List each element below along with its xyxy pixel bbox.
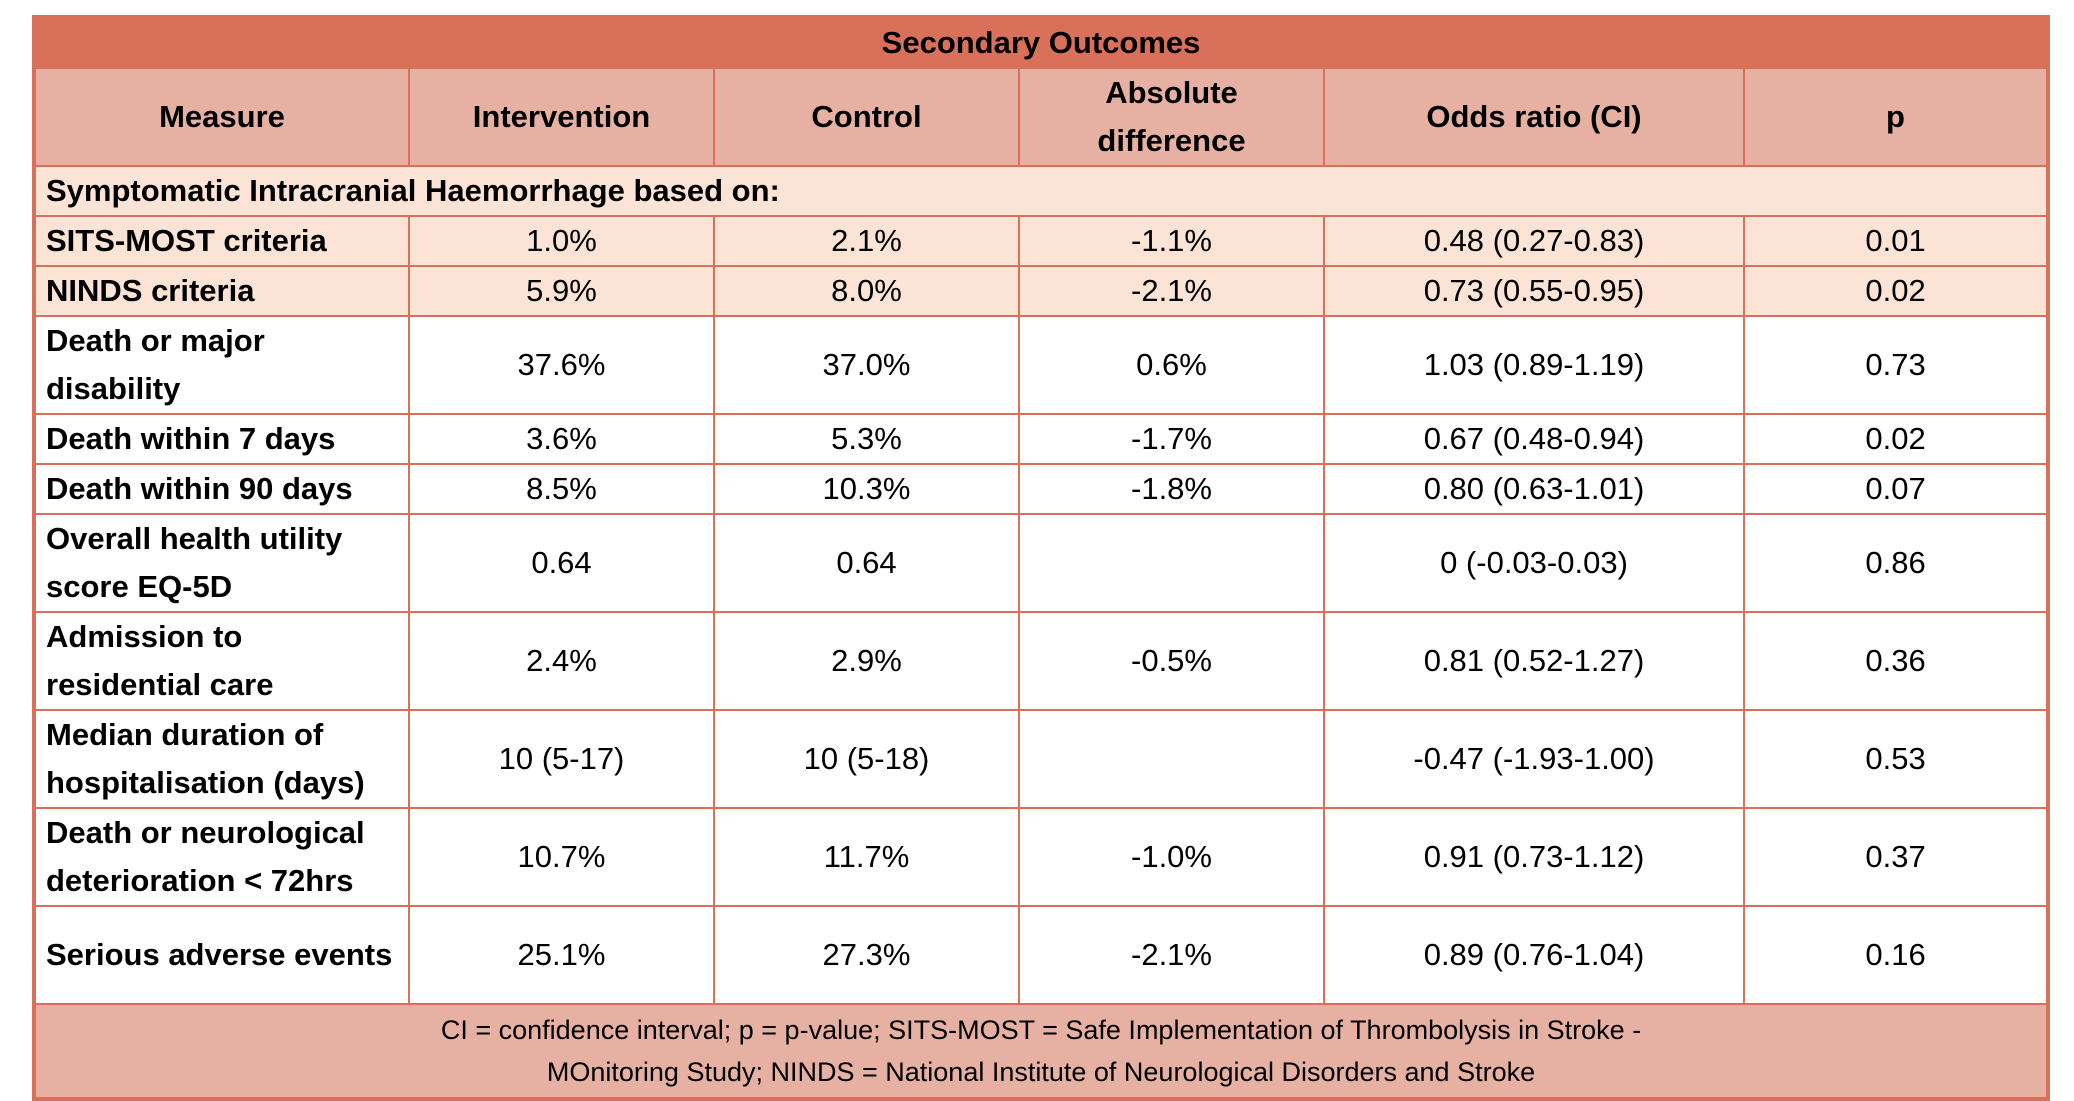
row-measure: Death within 90 days	[33, 463, 410, 515]
table-row: Death within 7 days 3.6% 5.3% -1.7% 0.67…	[33, 413, 2050, 465]
row-absolute-difference: 0.6%	[1018, 315, 1325, 415]
row-absolute-difference: -1.0%	[1018, 807, 1325, 907]
row-p: 0.36	[1742, 611, 2050, 711]
row-absolute-difference: -1.1%	[1018, 215, 1325, 267]
table-row: Death or major disability 37.6% 37.0% 0.…	[33, 315, 2050, 415]
row-p: 0.07	[1742, 463, 2050, 515]
row-absolute-difference	[1018, 513, 1325, 613]
footnote: CI = confidence interval; p = p-value; S…	[32, 1003, 2050, 1100]
row-measure: Overall health utility score EQ-5D	[33, 513, 410, 613]
row-p: 0.02	[1742, 265, 2050, 317]
row-control: 27.3%	[713, 905, 1020, 1005]
row-odds-ratio: 0 (-0.03-0.03)	[1323, 513, 1745, 613]
header-control: Control	[713, 67, 1020, 167]
header-row: Measure Intervention Control Absolute di…	[33, 67, 2050, 167]
row-intervention: 0.64	[408, 513, 715, 613]
row-odds-ratio: 0.81 (0.52-1.27)	[1323, 611, 1745, 711]
row-measure: Median duration of hospitalisation (days…	[33, 709, 410, 809]
table-row: Admission to residential care 2.4% 2.9% …	[33, 611, 2050, 711]
row-intervention: 25.1%	[408, 905, 715, 1005]
row-measure: Death or major disability	[33, 315, 410, 415]
row-absolute-difference	[1018, 709, 1325, 809]
table-title: Secondary Outcomes	[32, 16, 2050, 69]
row-measure: Death within 7 days	[33, 413, 410, 465]
row-odds-ratio: 0.89 (0.76-1.04)	[1323, 905, 1745, 1005]
row-odds-ratio: 0.80 (0.63-1.01)	[1323, 463, 1745, 515]
footnote-line-2: MOnitoring Study; NINDS = National Insti…	[546, 1057, 1536, 1087]
row-control: 8.0%	[713, 265, 1020, 317]
row-absolute-difference: -2.1%	[1018, 265, 1325, 317]
row-odds-ratio: 0.48 (0.27-0.83)	[1323, 215, 1745, 267]
row-intervention: 1.0%	[408, 215, 715, 267]
row-intervention: 5.9%	[408, 265, 715, 317]
row-p: 0.16	[1742, 905, 2050, 1005]
header-intervention: Intervention	[408, 67, 715, 167]
row-measure: SITS-MOST criteria	[33, 215, 410, 267]
section-label: Symptomatic Intracranial Haemorrhage bas…	[32, 165, 2050, 217]
table-row: Death or neurological deterioration < 72…	[33, 807, 2050, 907]
row-intervention: 3.6%	[408, 413, 715, 465]
row-intervention: 8.5%	[408, 463, 715, 515]
row-control: 2.1%	[713, 215, 1020, 267]
row-intervention: 10 (5-17)	[408, 709, 715, 809]
footnote-row: CI = confidence interval; p = p-value; S…	[32, 1003, 2050, 1100]
secondary-outcomes-table: Secondary Outcomes Measure Intervention …	[32, 15, 2051, 1101]
row-control: 10 (5-18)	[713, 709, 1020, 809]
row-odds-ratio: 0.91 (0.73-1.12)	[1323, 807, 1745, 907]
row-control: 11.7%	[713, 807, 1020, 907]
row-measure: Death or neurological deterioration < 72…	[33, 807, 410, 907]
row-p: 0.37	[1742, 807, 2050, 907]
row-p: 0.02	[1742, 413, 2050, 465]
row-measure: NINDS criteria	[33, 265, 410, 317]
row-intervention: 10.7%	[408, 807, 715, 907]
row-absolute-difference: -1.7%	[1018, 413, 1325, 465]
row-p: 0.53	[1742, 709, 2050, 809]
table-row: SITS-MOST criteria 1.0% 2.1% -1.1% 0.48 …	[33, 215, 2050, 267]
title-row: Secondary Outcomes	[32, 16, 2050, 69]
row-control: 10.3%	[713, 463, 1020, 515]
header-p: p	[1742, 67, 2050, 167]
row-measure: Serious adverse events	[33, 905, 410, 1005]
row-control: 37.0%	[713, 315, 1020, 415]
row-p: 0.86	[1742, 513, 2050, 613]
row-odds-ratio: 0.73 (0.55-0.95)	[1323, 265, 1745, 317]
row-absolute-difference: -1.8%	[1018, 463, 1325, 515]
row-measure: Admission to residential care	[33, 611, 410, 711]
header-absolute-difference: Absolute difference	[1018, 67, 1325, 167]
row-intervention: 37.6%	[408, 315, 715, 415]
table-row: Overall health utility score EQ-5D 0.64 …	[33, 513, 2050, 613]
row-control: 5.3%	[713, 413, 1020, 465]
table-row: Death within 90 days 8.5% 10.3% -1.8% 0.…	[33, 463, 2050, 515]
row-control: 2.9%	[713, 611, 1020, 711]
table-row: NINDS criteria 5.9% 8.0% -2.1% 0.73 (0.5…	[33, 265, 2050, 317]
row-absolute-difference: -0.5%	[1018, 611, 1325, 711]
section-row: Symptomatic Intracranial Haemorrhage bas…	[32, 165, 2050, 217]
row-odds-ratio: 1.03 (0.89-1.19)	[1323, 315, 1745, 415]
table-row: Serious adverse events 25.1% 27.3% -2.1%…	[33, 905, 2050, 1005]
secondary-outcomes-table-container: Secondary Outcomes Measure Intervention …	[32, 15, 2051, 1101]
header-odds-ratio: Odds ratio (CI)	[1323, 67, 1745, 167]
table-row: Median duration of hospitalisation (days…	[33, 709, 2050, 809]
row-odds-ratio: -0.47 (-1.93-1.00)	[1323, 709, 1745, 809]
row-p: 0.73	[1742, 315, 2050, 415]
footnote-line-1: CI = confidence interval; p = p-value; S…	[440, 1015, 1642, 1045]
row-p: 0.01	[1742, 215, 2050, 267]
row-control: 0.64	[713, 513, 1020, 613]
header-measure: Measure	[33, 67, 410, 167]
row-absolute-difference: -2.1%	[1018, 905, 1325, 1005]
row-odds-ratio: 0.67 (0.48-0.94)	[1323, 413, 1745, 465]
row-intervention: 2.4%	[408, 611, 715, 711]
